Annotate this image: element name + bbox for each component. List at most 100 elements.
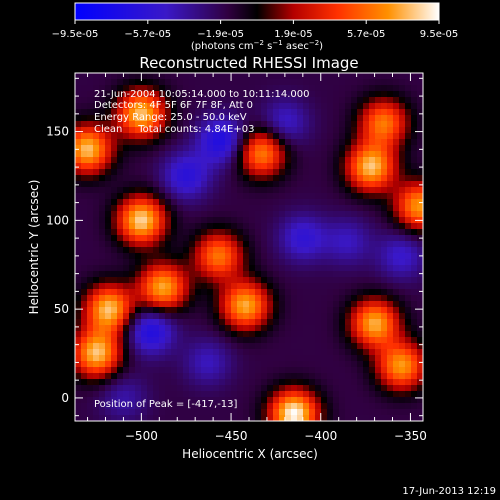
heatmap-cell [285,253,292,260]
heatmap-cell [387,109,394,116]
heatmap-cell [327,223,334,230]
heatmap-cell [195,385,202,392]
heatmap-cell [303,181,310,188]
heatmap-cell [147,181,154,188]
heatmap-cell [345,319,352,326]
heatmap-cell [219,133,226,140]
heatmap-cell [213,181,220,188]
heatmap-cell [321,97,328,104]
heatmap-cell [363,193,370,200]
heatmap-cell [249,193,256,200]
heatmap-cell [219,307,226,314]
heatmap-cell [417,397,423,404]
heatmap-cell [303,97,310,104]
heatmap-cell [105,361,112,368]
heatmap-cell [177,343,184,350]
heatmap-cell [381,337,388,344]
heatmap-cell [351,115,358,122]
heatmap-cell [345,151,352,158]
heatmap-cell [315,79,322,86]
heatmap-cell [249,271,256,278]
heatmap-cell [381,259,388,266]
heatmap-cell [225,115,232,122]
heatmap-cell [123,181,130,188]
heatmap-cell [315,271,322,278]
heatmap-cell [237,247,244,254]
heatmap-cell [147,277,154,284]
heatmap-cell [327,295,334,302]
heatmap-cell [315,289,322,296]
heatmap-cell [417,79,423,86]
heatmap-cell [327,163,334,170]
heatmap-cell [213,367,220,374]
heatmap-cell [375,415,382,421]
heatmap-cell [381,325,388,332]
heatmap-cell [231,229,238,236]
heatmap-cell [171,217,178,224]
heatmap-cell [165,313,172,320]
heatmap-cell [75,385,82,392]
heatmap-cell [303,235,310,242]
heatmap-cell [405,385,412,392]
heatmap-cell [375,379,382,386]
heatmap-cell [297,169,304,176]
heatmap-cell [339,265,346,272]
colorbar: −9.5e-05 −5.7e-05 −1.9e-05 1.9e-05 5.7e-05 9.… [52,2,458,52]
heatmap-cell [75,349,82,356]
heatmap-cell [327,181,334,188]
heatmap-cell [393,283,400,290]
heatmap-cell [255,367,262,374]
heatmap-cell [123,397,130,404]
heatmap-cell [261,175,268,182]
heatmap-cell [177,163,184,170]
heatmap-cell [93,229,100,236]
heatmap-cell [207,337,214,344]
heatmap-cell [243,295,250,302]
heatmap-cell [387,175,394,182]
heatmap-cell [261,97,268,104]
heatmap-cell [75,193,82,200]
heatmap-cell [135,199,142,206]
heatmap-cell [327,139,334,146]
heatmap-cell [123,319,130,326]
heatmap-cell [237,157,244,164]
heatmap-cell [213,253,220,260]
heatmap-cell [189,349,196,356]
heatmap-cell [147,283,154,290]
heatmap-cell [267,409,274,416]
heatmap-cell [189,355,196,362]
heatmap-cell [207,133,214,140]
heatmap-cell [279,367,286,374]
heatmap-cell [261,265,268,272]
heatmap-cell [177,229,184,236]
heatmap-cell [333,247,340,254]
heatmap-cell [267,133,274,140]
heatmap-cell [375,139,382,146]
heatmap-cell [189,199,196,206]
heatmap-cell [267,145,274,152]
heatmap-cell [165,271,172,278]
heatmap-cell [363,253,370,260]
heatmap-cell [129,361,136,368]
heatmap-cell [267,379,274,386]
heatmap-cell [93,325,100,332]
heatmap-cell [381,169,388,176]
heatmap-cell [135,97,142,104]
heatmap-cell [243,397,250,404]
heatmap-cell [369,151,376,158]
heatmap-cell [201,277,208,284]
heatmap-cell [147,175,154,182]
heatmap-cell [399,319,406,326]
heatmap-cell [177,391,184,398]
heatmap-cell [219,223,226,230]
heatmap-cell [327,79,334,86]
heatmap-cell [363,115,370,122]
heatmap-cell [321,241,328,248]
heatmap-cell [249,139,256,146]
heatmap-cell [297,97,304,104]
heatmap-cell [159,229,166,236]
heatmap-cell [111,133,118,140]
heatmap-cell [417,139,423,146]
heatmap-cell [321,367,328,374]
heatmap-cell [273,301,280,308]
